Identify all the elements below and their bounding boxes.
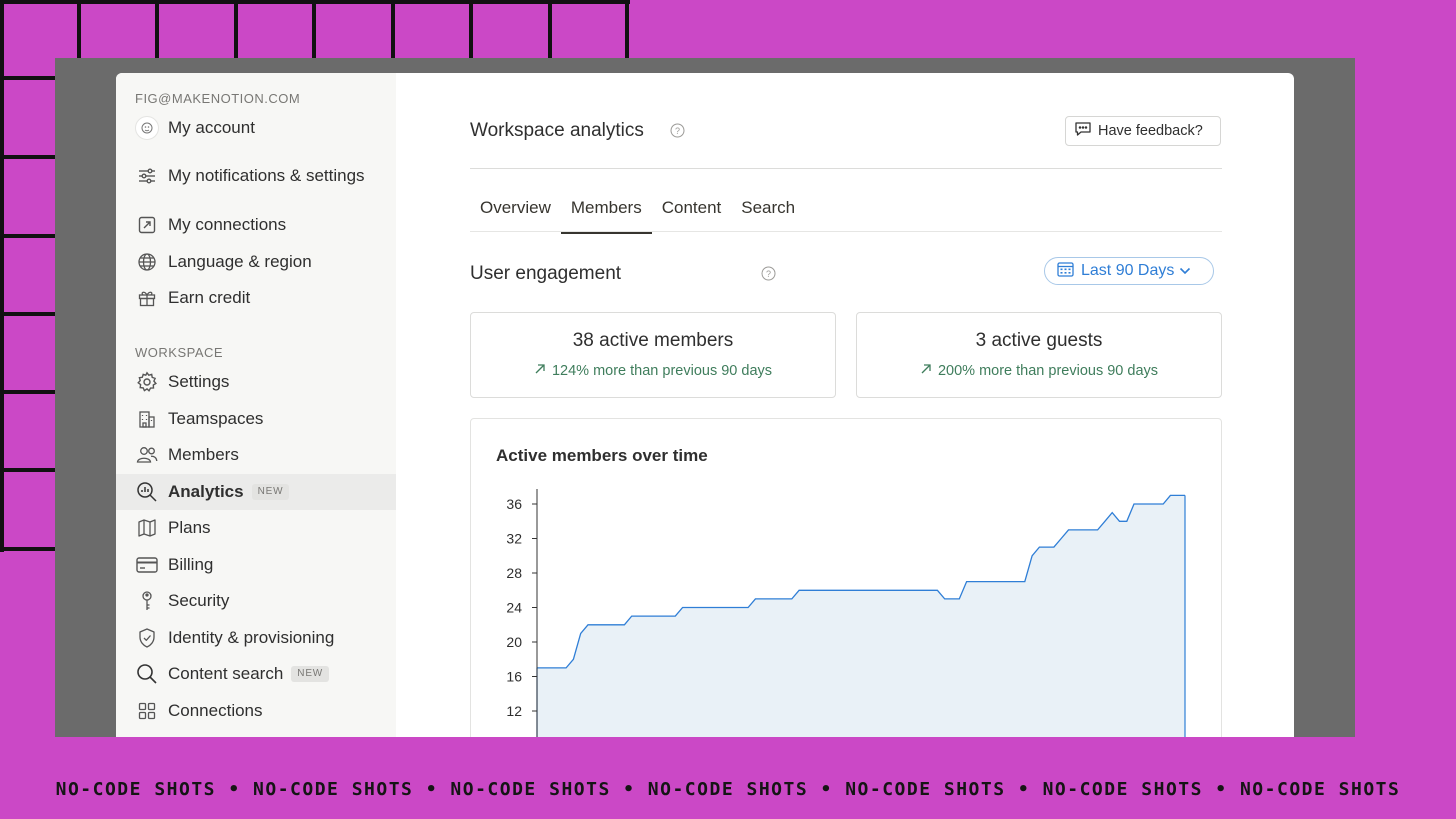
sidebar-item-members[interactable]: Members [116,437,396,473]
footer-banner: NO-CODE SHOTS • NO-CODE SHOTS • NO-CODE … [55,779,1401,800]
stat-delta: 200% more than previous 90 days [857,363,1221,379]
sidebar-item-label: Settings [168,372,230,391]
workspace-heading: WORKSPACE [135,345,224,360]
settings-window: FIG@MAKENOTION.COM My account My notific… [116,73,1294,737]
sidebar-item-my-connections[interactable]: My connections [116,207,396,243]
sidebar-item-label: My account [168,118,255,137]
feedback-label: Have feedback? [1098,123,1203,139]
globe-icon [135,250,159,274]
credit-card-icon [135,553,159,577]
external-link-icon [135,213,159,237]
sidebar-item-language[interactable]: Language & region [116,244,396,280]
new-badge: NEW [251,484,290,500]
stat-value: 3 active guests [975,330,1103,351]
decorative-grid [0,0,630,552]
sidebar-item-label: Connections [168,701,263,720]
active-members-chart: Active members over time 12 16 20 24 28 32 36 [470,418,1222,737]
sidebar-item-teamspaces[interactable]: Teamspaces [116,401,396,437]
new-badge: NEW [291,666,330,682]
chart-y-tick-label: 24 [506,600,522,616]
sidebar-item-analytics[interactable]: Analytics NEW [116,474,396,510]
chart-y-tick-label: 32 [506,531,522,547]
settings-sidebar: FIG@MAKENOTION.COM My account My notific… [116,73,396,737]
stat-delta: 124% more than previous 90 days [471,363,835,379]
gift-icon [135,286,159,310]
chevron-down-icon [1179,262,1191,280]
sidebar-item-label: My connections [168,215,287,234]
sidebar-item-label: Analytics [168,482,244,501]
sidebar-item-label: Members [168,445,239,464]
sidebar-item-connections[interactable]: Connections [116,693,396,729]
sidebar-item-billing[interactable]: Billing [116,547,396,583]
stat-card-guests: 3 active guests 200% more than previous … [856,312,1222,398]
grid-icon [135,699,159,723]
sidebar-item-label: Earn credit [168,288,251,307]
account-email: FIG@MAKENOTION.COM [135,91,301,106]
svg-text:?: ? [766,269,771,279]
feedback-button[interactable]: Have feedback? [1065,116,1221,146]
analytics-panel: Workspace analytics ? Have feedback? Ove… [396,73,1294,737]
date-range-dropdown[interactable]: Last 90 Days [1044,257,1214,285]
date-range-label: Last 90 Days [1081,262,1175,279]
sidebar-item-label: My notifications & settings [168,166,365,185]
chart-area-fill [537,495,1185,737]
chart-y-tick-label: 28 [506,565,522,581]
arrow-up-right-icon [534,363,546,379]
section-title: User engagement [470,263,622,284]
key-icon [135,589,159,613]
people-icon [135,443,159,467]
sidebar-item-identity[interactable]: Identity & provisioning [116,620,396,656]
analytics-search-icon [135,480,159,504]
stat-delta-text: 200% more than previous 90 days [937,363,1159,379]
tab-members[interactable]: Members [560,197,652,234]
chart-y-tick-label: 20 [506,634,522,650]
tab-search[interactable]: Search [741,198,796,217]
tabs-divider [470,231,1222,232]
page-title: Workspace analytics [470,120,644,141]
building-icon [135,407,159,431]
sidebar-item-label: Language & region [168,252,312,271]
stat-delta-text: 124% more than previous 90 days [551,363,773,379]
chart-plot: 12 16 20 24 28 32 36 [506,489,1186,737]
stat-card-members: 38 active members 124% more than previou… [470,312,836,398]
tab-content[interactable]: Content [661,198,722,217]
chart-y-tick-label: 12 [506,703,522,719]
sidebar-item-my-account[interactable]: My account [116,110,396,146]
help-icon[interactable]: ? [670,123,685,138]
chart-y-tick-label: 36 [506,496,522,512]
sidebar-item-label: Identity & provisioning [168,628,335,647]
sidebar-item-notifications[interactable]: My notifications & settings [116,148,396,204]
sidebar-item-label: Plans [168,518,211,537]
stat-value: 38 active members [572,330,734,351]
chart-title: Active members over time [496,446,708,465]
analytics-tabs: Overview Members Content Search [470,197,805,234]
chart-y-tick-label: 16 [506,669,522,685]
sidebar-item-label: Security [168,591,230,610]
sidebar-item-label: Content search [168,664,284,683]
comment-icon [1074,121,1092,142]
chart-series-line [537,494,1185,669]
sidebar-item-security[interactable]: Security [116,583,396,619]
sidebar-item-plans[interactable]: Plans [116,510,396,546]
search-icon [135,662,159,686]
divider [470,168,1222,169]
help-icon[interactable]: ? [761,266,776,281]
calendar-icon [1057,261,1074,282]
sidebar-item-content-search[interactable]: Content search NEW [116,656,396,692]
gear-icon [135,370,159,394]
tab-overview[interactable]: Overview [480,198,551,217]
sidebar-item-earn-credit[interactable]: Earn credit [116,280,396,316]
sidebar-item-label: Billing [168,555,214,574]
sidebar-item-settings[interactable]: Settings [116,364,396,400]
sliders-icon [135,164,159,188]
arrow-up-right-icon [920,363,932,379]
sidebar-item-label: Teamspaces [168,409,264,428]
svg-text:?: ? [675,126,680,136]
avatar-icon [135,116,159,140]
shield-check-icon [135,626,159,650]
map-icon [135,516,159,540]
